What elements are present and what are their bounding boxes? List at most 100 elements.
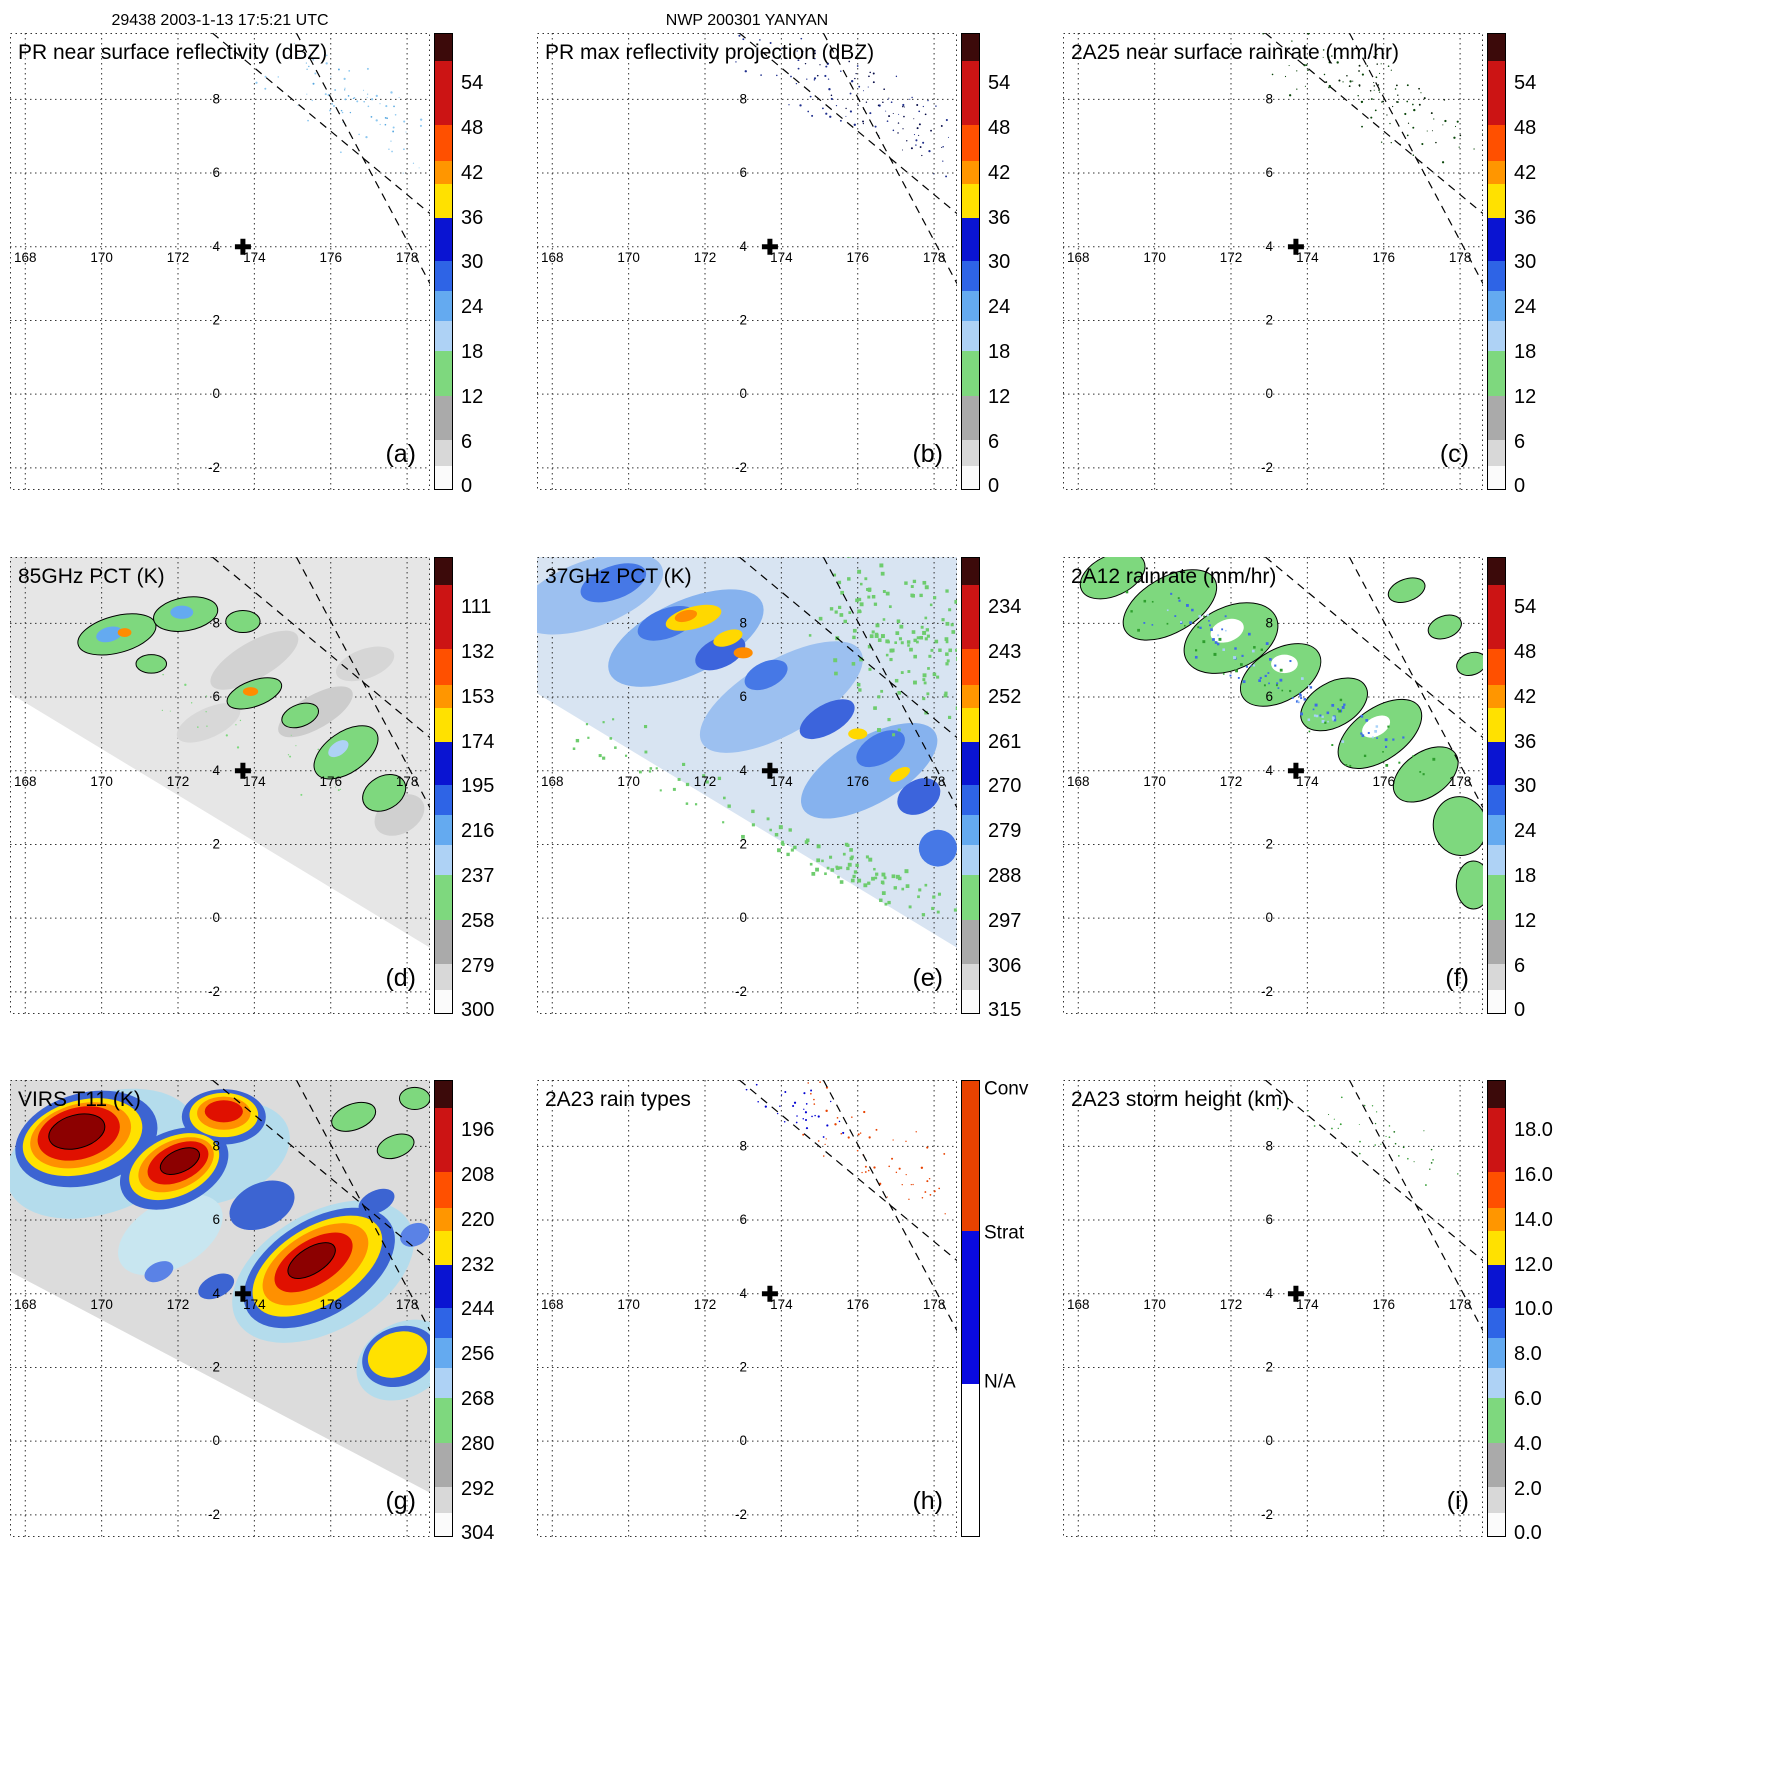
speckle — [924, 637, 928, 641]
data-layers — [1277, 1096, 1459, 1186]
speckle — [875, 623, 880, 628]
speckle — [1213, 652, 1217, 656]
speckle — [1338, 709, 1341, 713]
colorbar-segment — [1488, 218, 1505, 262]
lon-tick-label: 176 — [846, 250, 869, 265]
speckle — [1262, 33, 1264, 35]
speckle — [295, 745, 297, 747]
speckle — [385, 105, 388, 108]
speckle — [825, 1138, 827, 1140]
speckle — [1373, 85, 1376, 87]
colorbar-tick-label: 306 — [988, 954, 1022, 977]
speckle — [755, 1083, 758, 1086]
speckle — [1309, 686, 1313, 689]
lon-tick-label: 178 — [1449, 250, 1472, 265]
speckle — [1473, 148, 1475, 150]
speckle — [1151, 624, 1154, 626]
speckle — [1206, 614, 1209, 617]
speckle — [1305, 64, 1308, 67]
speckle — [306, 93, 308, 95]
speckle — [757, 1100, 759, 1103]
speckle — [598, 754, 602, 758]
panel-title: 2A23 storm height (km) — [1071, 1088, 1289, 1111]
colorbar-segment — [1488, 1308, 1505, 1339]
lon-tick-label: 178 — [396, 250, 419, 265]
lon-tick-label: 174 — [243, 774, 266, 789]
lon-tick-label: 178 — [396, 774, 419, 789]
speckle — [843, 619, 848, 624]
speckle — [1358, 64, 1361, 67]
speckle — [811, 114, 814, 117]
data-blob — [1432, 796, 1483, 856]
swath-edge-line — [1348, 557, 1483, 808]
speckle — [825, 112, 828, 115]
speckle — [1375, 76, 1378, 79]
speckle — [868, 1136, 871, 1139]
speckle — [766, 817, 770, 821]
data-layers — [537, 557, 957, 917]
speckle — [1342, 81, 1344, 83]
colorbar-tick-label: 30 — [1514, 251, 1537, 274]
speckle — [356, 100, 359, 103]
speckle — [1321, 715, 1324, 718]
colorbar-segment — [962, 964, 979, 991]
speckle — [751, 823, 755, 827]
lon-tick-label: 178 — [923, 1297, 946, 1312]
speckle — [1429, 1168, 1431, 1170]
speckle — [913, 638, 917, 643]
speckle — [1178, 599, 1181, 602]
speckle — [830, 94, 833, 97]
speckle — [1374, 730, 1377, 733]
panel-letter: (f) — [1445, 964, 1469, 992]
speckle — [1433, 118, 1435, 120]
speckle — [649, 767, 653, 770]
panel-letter: (g) — [385, 1487, 416, 1515]
speckle — [924, 585, 929, 590]
speckle — [1374, 109, 1377, 112]
axis-tick-labels: 168 170 172 174 176 178 8 6 4 2 0 -2 — [14, 1138, 418, 1522]
colorbar-segment — [1488, 990, 1505, 1013]
speckle — [887, 900, 891, 905]
speckle — [1263, 684, 1266, 687]
speckle — [322, 59, 324, 61]
colorbar-segment — [962, 919, 979, 965]
speckle — [1262, 33, 1265, 34]
lat-tick-label: 8 — [1265, 615, 1273, 630]
speckle — [816, 844, 821, 849]
colorbar-segment — [435, 1208, 452, 1232]
colorbar-segment — [1488, 466, 1505, 489]
speckle — [1299, 693, 1302, 696]
data-blob — [48, 1113, 106, 1150]
speckle — [264, 87, 267, 90]
colorbar-segment — [435, 320, 452, 352]
data-blob — [856, 730, 905, 768]
speckle — [948, 648, 952, 653]
speckle — [1442, 124, 1444, 126]
map-b: 168 170 172 174 176 178 8 6 4 2 0 -2 PR max reflecti… — [537, 33, 957, 490]
lat-tick-label: 6 — [212, 689, 220, 704]
speckle — [1374, 1122, 1377, 1125]
lon-tick-label: 178 — [923, 250, 946, 265]
data-blob — [335, 646, 395, 682]
speckle — [883, 876, 887, 880]
colorbar-segment — [962, 990, 979, 1013]
colorbar-tick-label: 256 — [461, 1343, 495, 1366]
speckle — [1264, 674, 1267, 678]
colorbar-tick-label: 6 — [988, 430, 1000, 453]
speckle — [941, 618, 945, 622]
swath-edge-lines — [211, 33, 430, 284]
data-blob — [313, 725, 379, 780]
speckle — [909, 98, 911, 100]
swath-fill — [10, 557, 430, 948]
speckle — [857, 878, 862, 883]
speckle — [1208, 620, 1210, 622]
speckle — [913, 134, 916, 136]
speckle — [867, 645, 872, 649]
colorbar-tick-label: 36 — [988, 206, 1011, 229]
speckle — [1339, 1123, 1342, 1126]
colorbar-g: 196 208 220 232 244 256 268 280 292 304 — [434, 1080, 529, 1543]
data-blob — [400, 1222, 430, 1247]
data-layers — [745, 1081, 946, 1215]
colorbar-tick-label: 279 — [988, 820, 1022, 843]
speckle — [929, 1194, 932, 1196]
